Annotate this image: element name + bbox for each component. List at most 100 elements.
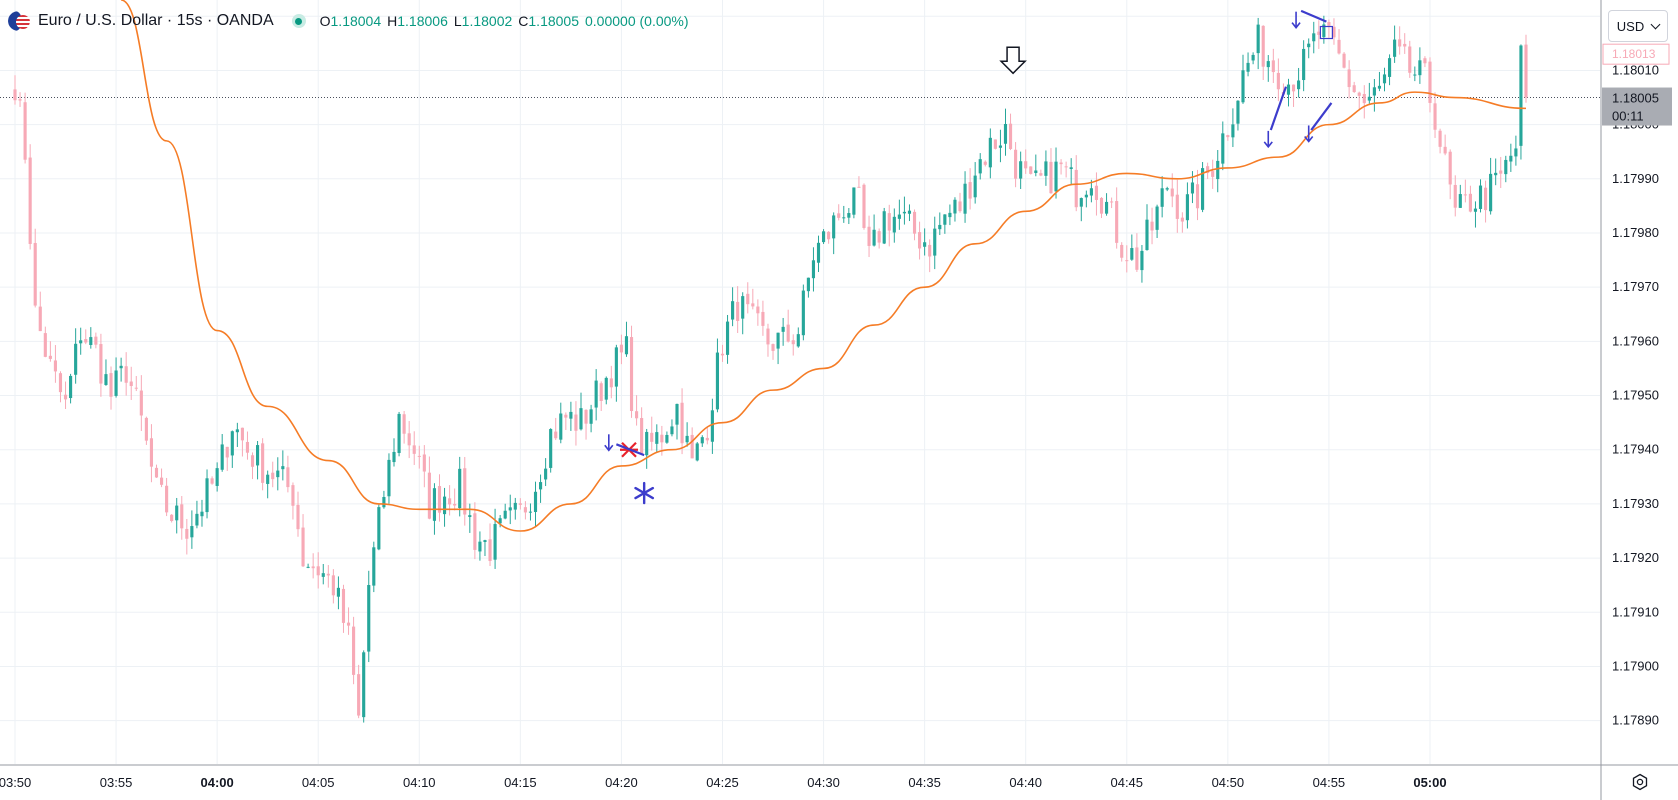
- candle-up: [538, 474, 543, 503]
- candle-body: [1054, 161, 1058, 192]
- candle-up: [74, 328, 78, 384]
- candle-body: [1049, 161, 1053, 194]
- candle-body: [159, 477, 164, 485]
- candle-up: [882, 207, 886, 245]
- candle-up: [195, 500, 199, 529]
- candle-up: [1221, 121, 1225, 171]
- candle-body: [771, 344, 775, 351]
- candle-body: [134, 387, 138, 389]
- candle-up: [594, 369, 598, 421]
- candle-body: [170, 514, 174, 521]
- currency-selector[interactable]: USD: [1608, 10, 1668, 42]
- candle-down: [58, 371, 63, 403]
- candle-down: [1110, 197, 1114, 209]
- candle-body: [154, 467, 159, 478]
- candle-down: [786, 309, 790, 343]
- candle-down: [422, 445, 426, 488]
- candle-body: [695, 443, 699, 461]
- time-tick-label: 04:10: [403, 775, 436, 790]
- candle-down: [912, 209, 917, 241]
- candle-up: [367, 570, 371, 663]
- price-tick-label: 1.17990: [1612, 171, 1659, 186]
- candle-body: [882, 211, 886, 244]
- candle-body: [837, 213, 841, 218]
- candle-up: [104, 359, 108, 386]
- time-axis[interactable]: 03:50 03:55 04:00 04:05 04:10 04:15 04:20 04:25…: [0, 775, 1447, 790]
- candle-body: [1286, 84, 1291, 95]
- candle-body: [902, 211, 906, 214]
- candle-body: [240, 427, 244, 441]
- candle-body: [1226, 135, 1230, 138]
- candle-down: [1029, 166, 1033, 175]
- candle-down: [94, 332, 98, 349]
- candle-up: [1019, 151, 1023, 190]
- candle-body: [1236, 100, 1240, 124]
- candle-up: [442, 487, 447, 527]
- candle-body: [1266, 61, 1270, 68]
- candle-down: [291, 482, 295, 520]
- candle-body: [933, 228, 937, 256]
- chevron-down-icon: [1650, 19, 1661, 29]
- candle-body: [811, 260, 816, 279]
- candle-body: [680, 402, 684, 444]
- candle-body: [1347, 69, 1351, 88]
- candle-body: [1201, 168, 1205, 210]
- candle-body: [498, 518, 502, 524]
- candle-body: [1322, 24, 1326, 38]
- candle-body: [1155, 206, 1159, 230]
- current-price-label: 1.18005: [1612, 91, 1659, 106]
- candle-body: [442, 496, 447, 515]
- candle-up: [614, 344, 618, 402]
- candle-body: [1494, 172, 1498, 176]
- candle-up: [69, 373, 73, 404]
- price-tick-label: 1.17940: [1612, 442, 1659, 457]
- candle-down: [958, 192, 962, 213]
- candle-down: [1135, 233, 1139, 272]
- candle-down: [1423, 56, 1427, 68]
- candle-body: [1120, 244, 1124, 258]
- candle-body: [94, 336, 98, 345]
- candle-down: [357, 664, 361, 719]
- candle-down: [1175, 179, 1179, 233]
- candle-up: [1054, 147, 1058, 199]
- price-tick-label: 1.18010: [1612, 62, 1659, 77]
- symbol-title[interactable]: Euro / U.S. Dollar · 15s · OANDA: [38, 12, 274, 29]
- candle-body: [1509, 155, 1513, 162]
- candle-body: [710, 410, 714, 442]
- candle-down: [185, 518, 189, 555]
- candle-up: [988, 128, 992, 179]
- candle-up: [1140, 245, 1144, 283]
- candle-up: [842, 205, 846, 223]
- candle-body: [635, 411, 639, 419]
- candle-body: [1084, 194, 1088, 198]
- settings-button[interactable]: [1628, 770, 1652, 794]
- candle-down: [1438, 128, 1442, 154]
- candle-up: [978, 153, 982, 180]
- candle-down: [109, 366, 113, 410]
- bar-countdown-label: 00:11: [1612, 109, 1644, 124]
- price-tick-label: 1.17980: [1612, 225, 1659, 240]
- candle-up: [1297, 67, 1301, 98]
- candle-down: [1327, 19, 1331, 38]
- candle-up: [533, 481, 538, 527]
- candle-down: [1337, 29, 1341, 55]
- candle-body: [266, 474, 270, 484]
- candle-up: [589, 404, 593, 433]
- candle-body: [286, 467, 290, 488]
- candle-body: [185, 528, 189, 539]
- candle-down: [1211, 159, 1215, 189]
- candle-body: [544, 468, 548, 480]
- candle-down: [837, 204, 841, 221]
- candle-body: [655, 432, 659, 444]
- candle-up: [700, 435, 704, 447]
- candle-body: [1130, 248, 1134, 260]
- candle-body: [604, 377, 608, 400]
- candle-up: [1372, 78, 1376, 112]
- candle-up: [624, 321, 629, 357]
- candle-down: [341, 584, 346, 633]
- candle-up: [513, 497, 517, 520]
- candle-up: [1382, 67, 1387, 92]
- candle-down: [28, 144, 32, 250]
- arrow-down-icon: [1291, 11, 1301, 29]
